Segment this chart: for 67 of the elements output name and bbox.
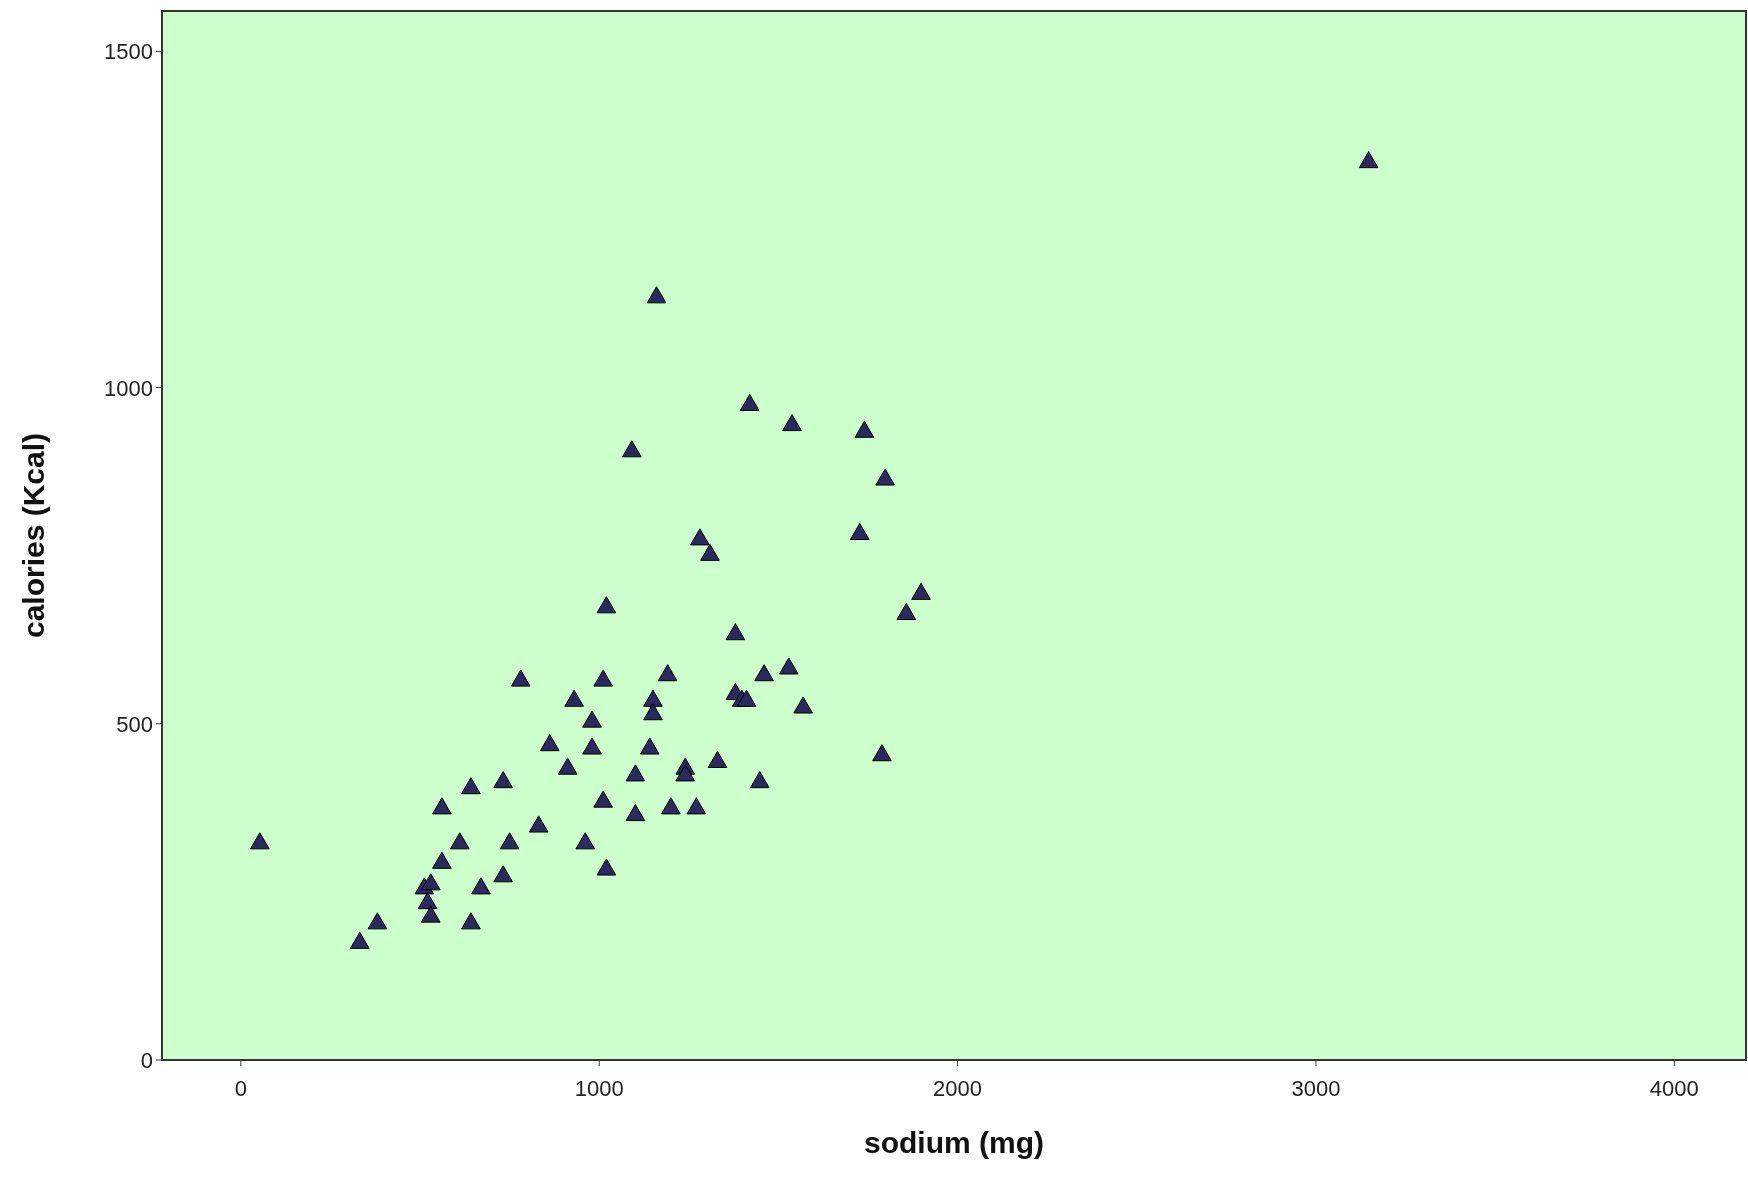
point xyxy=(749,771,770,789)
point xyxy=(657,664,678,682)
point xyxy=(596,596,617,614)
point xyxy=(661,797,681,815)
x-tick-label: 1000 xyxy=(574,1076,624,1101)
point xyxy=(420,873,441,891)
point xyxy=(754,664,774,682)
point xyxy=(875,468,895,486)
point xyxy=(582,737,602,755)
point xyxy=(736,689,757,707)
point xyxy=(725,623,746,641)
x-tick-label: 0 xyxy=(234,1076,247,1101)
point xyxy=(450,832,470,850)
x-tick-label: 4000 xyxy=(1649,1076,1699,1101)
point xyxy=(675,764,696,782)
point xyxy=(461,912,481,930)
point xyxy=(499,832,520,850)
point xyxy=(539,734,560,752)
point xyxy=(493,771,513,789)
point xyxy=(417,892,438,910)
point xyxy=(557,757,578,775)
x-tick-label: 2000 xyxy=(933,1076,983,1101)
point xyxy=(778,657,799,675)
point xyxy=(739,393,760,411)
point xyxy=(690,528,710,546)
y-tick-label: 500 xyxy=(116,711,153,737)
point xyxy=(432,797,452,815)
point xyxy=(250,832,270,850)
point xyxy=(639,737,660,755)
point xyxy=(854,420,875,438)
y-axis-title: calories (Kcal) xyxy=(17,432,50,639)
point xyxy=(622,440,642,458)
x-tick-label: 3000 xyxy=(1291,1076,1341,1101)
y-tick-label: 1500 xyxy=(104,39,153,65)
point xyxy=(700,543,720,561)
point xyxy=(471,877,491,895)
point xyxy=(707,750,728,768)
point xyxy=(911,582,931,600)
point xyxy=(793,696,813,714)
point xyxy=(367,912,388,930)
point xyxy=(625,803,646,822)
y-tick-label: 1000 xyxy=(104,375,153,401)
point xyxy=(582,710,602,728)
point xyxy=(643,703,663,721)
point xyxy=(461,777,481,795)
point xyxy=(350,931,370,949)
x-axis-title: sodium (mg) xyxy=(864,1126,1044,1159)
point xyxy=(528,815,549,833)
point xyxy=(646,286,667,304)
point xyxy=(782,413,802,432)
point xyxy=(575,832,596,850)
point xyxy=(1358,151,1379,169)
point xyxy=(643,689,663,707)
point xyxy=(564,689,584,707)
point xyxy=(420,905,441,923)
point xyxy=(849,522,870,541)
point xyxy=(625,764,646,782)
point xyxy=(432,851,452,869)
point xyxy=(510,669,531,687)
y-tick-label: 0 xyxy=(140,1048,153,1073)
point xyxy=(686,797,707,815)
point xyxy=(493,865,513,883)
point xyxy=(896,602,917,621)
point xyxy=(872,744,892,762)
point xyxy=(593,669,613,687)
point xyxy=(596,858,617,876)
point xyxy=(593,790,613,808)
